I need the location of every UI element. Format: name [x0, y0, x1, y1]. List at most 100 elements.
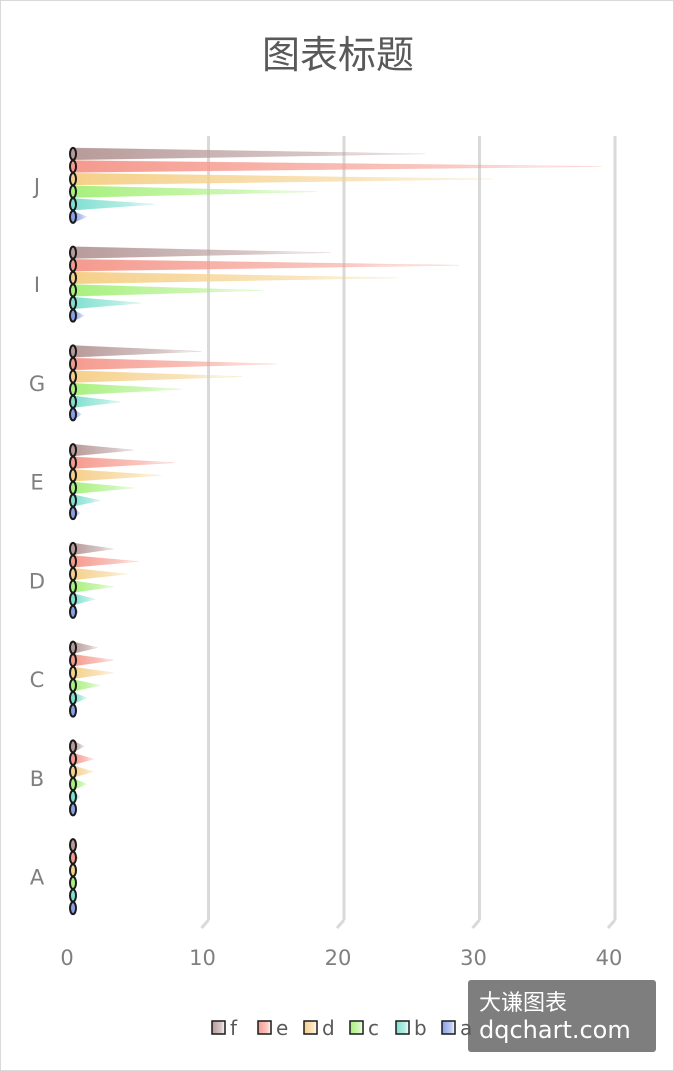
category-label: E — [30, 471, 43, 495]
legend-item-c[interactable]: c — [349, 1016, 379, 1040]
legend-swatch — [303, 1020, 318, 1035]
value-tick-label: 30 — [460, 946, 487, 970]
bar-base-a-G — [69, 407, 77, 422]
value-tick-label: 0 — [60, 946, 73, 970]
bar-e-C — [72, 653, 114, 667]
bar-base-d-I — [69, 270, 77, 285]
bar-base-c-E — [69, 480, 77, 495]
bar-e-I — [72, 258, 460, 272]
value-tick-label: 10 — [189, 946, 216, 970]
category-label: C — [30, 668, 45, 692]
watermark-badge: 大谦图表 dqchart.com — [468, 980, 656, 1052]
bar-e-J — [72, 160, 602, 173]
bar-f-I — [72, 246, 331, 259]
category-label: B — [30, 767, 44, 791]
legend-label: c — [368, 1016, 379, 1040]
bar-f-G — [72, 345, 202, 358]
bar-base-d-G — [69, 369, 77, 384]
bar-base-d-C — [69, 665, 77, 680]
bar-b-J — [72, 197, 155, 211]
bar-base-c-D — [69, 579, 77, 594]
bar-base-f-E — [69, 443, 77, 458]
legend-item-b[interactable]: b — [395, 1016, 427, 1040]
bar-e-G — [72, 357, 277, 371]
bar-base-e-J — [69, 159, 77, 174]
category-axis-labels: A B C D E G I J — [29, 174, 45, 889]
bar-c-I — [72, 284, 263, 297]
bar-d-I — [72, 271, 399, 285]
category-label: A — [30, 866, 45, 890]
bar-base-a-J — [69, 209, 77, 224]
bar-base-a-I — [69, 308, 77, 323]
gridline-foot — [335, 919, 346, 929]
bar-base-f-C — [69, 640, 77, 655]
bar-base-f-D — [69, 541, 77, 556]
bar-base-e-G — [69, 356, 77, 371]
gridline-foot — [471, 919, 481, 929]
bar-base-d-A — [69, 863, 77, 878]
legend-label: e — [276, 1016, 288, 1040]
bar-base-a-D — [69, 604, 77, 619]
legend-label: d — [322, 1016, 335, 1040]
bar-base-c-B — [69, 777, 77, 792]
value-tick-label: 20 — [325, 946, 352, 970]
legend-swatch — [257, 1020, 272, 1035]
legend-item-d[interactable]: d — [303, 1016, 335, 1040]
value-axis-tick-labels: 0 10 20 30 40 — [60, 946, 622, 970]
bar-base-b-E — [69, 493, 77, 508]
bar-base-e-I — [69, 258, 77, 273]
bar-c-E — [72, 481, 135, 495]
bar-base-a-A — [69, 901, 77, 916]
bar-base-d-B — [69, 764, 77, 779]
category-label: J — [32, 174, 40, 198]
bar-d-C — [72, 666, 114, 680]
bar-b-I — [72, 296, 141, 310]
bar-base-b-A — [69, 888, 77, 903]
bar-base-a-B — [69, 802, 77, 817]
bar-base-f-J — [69, 146, 77, 161]
bar-base-c-G — [69, 382, 77, 397]
bar-base-a-E — [69, 506, 77, 521]
bar-b-E — [72, 494, 101, 507]
bar-base-f-G — [69, 344, 77, 359]
bar-base-a-C — [69, 703, 77, 718]
gridlines — [200, 136, 617, 929]
legend-label: f — [230, 1016, 238, 1040]
bar-base-b-J — [69, 197, 77, 212]
bar-d-E — [72, 469, 162, 482]
watermark-line-1: 大谦图表 — [479, 991, 568, 1016]
bar-base-f-I — [69, 245, 77, 260]
bar-base-c-J — [69, 184, 77, 199]
bar-base-f-B — [69, 739, 77, 754]
legend-item-f[interactable]: f — [211, 1016, 238, 1040]
bar-base-c-A — [69, 875, 77, 890]
bar-base-b-B — [69, 789, 77, 804]
value-tick-label: 40 — [596, 946, 623, 970]
category-label: D — [29, 569, 45, 593]
gridline-foot — [606, 919, 617, 929]
bar-d-D — [72, 567, 128, 581]
bar-base-e-C — [69, 653, 77, 668]
bar-base-b-D — [69, 592, 77, 607]
bar-base-e-B — [69, 751, 77, 766]
bar-base-d-E — [69, 468, 77, 483]
bar-f-E — [72, 443, 135, 457]
chart-title: 图表标题 — [262, 33, 414, 77]
bar-c-G — [72, 382, 182, 396]
bar-marks — [69, 146, 602, 916]
bar-base-d-J — [69, 172, 77, 187]
bar-base-c-I — [69, 283, 77, 298]
bar-e-D — [72, 555, 139, 568]
bar-base-b-I — [69, 296, 77, 311]
bar-base-b-G — [69, 394, 77, 409]
legend-swatch — [349, 1020, 364, 1035]
bar-d-G — [72, 370, 243, 383]
bar-base-d-D — [69, 567, 77, 582]
legend-item-e[interactable]: e — [257, 1016, 288, 1040]
bar-c-J — [72, 185, 317, 198]
bar-b-G — [72, 395, 121, 409]
bar-base-b-C — [69, 691, 77, 706]
bar-base-e-D — [69, 554, 77, 569]
